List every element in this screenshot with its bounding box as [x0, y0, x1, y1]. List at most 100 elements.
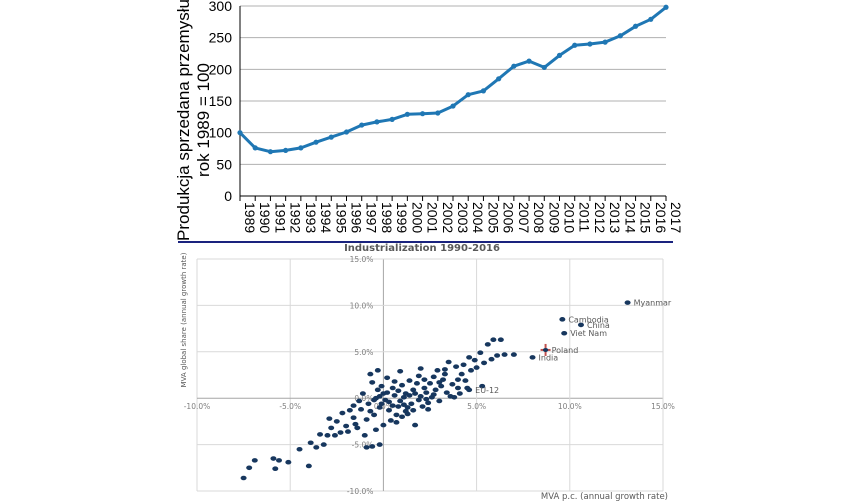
- x-tick-label: 2006: [501, 202, 517, 233]
- line-point: [556, 52, 563, 59]
- point-label: Cambodia: [568, 315, 609, 324]
- scatter-point: [331, 433, 338, 438]
- scatter-point: [410, 407, 417, 413]
- scatter-point: [251, 458, 258, 463]
- scatter-point: [246, 465, 253, 471]
- x-tick-label: 1998: [379, 202, 395, 233]
- scatter-point: [415, 397, 422, 403]
- scatter-x-tick-label: -10.0%: [184, 402, 211, 411]
- scatter-point: [427, 381, 433, 386]
- scatter-y-tick-label: -10.0%: [347, 487, 374, 496]
- x-tick-label: 1994: [318, 202, 334, 233]
- scatter-point: [430, 392, 437, 397]
- scatter-chart-gridlines: [196, 258, 664, 492]
- x-tick-label: 2011: [577, 202, 593, 232]
- scatter-point: [317, 432, 324, 437]
- scatter-point: [359, 391, 366, 396]
- point-label: Myanmar: [634, 299, 672, 308]
- scatter-point: [440, 377, 447, 382]
- scatter-point: [458, 371, 465, 377]
- scatter-point: [358, 407, 365, 412]
- scatter-point: [337, 430, 344, 435]
- line-point: [435, 110, 441, 116]
- scatter-point: [417, 366, 424, 371]
- x-tick-label: 2005: [485, 202, 501, 233]
- scatter-point: [363, 445, 370, 450]
- scatter-point: [449, 381, 456, 387]
- point-label: EU-12: [475, 386, 499, 395]
- scatter-point: [445, 359, 452, 365]
- line-chart-y-label: Produkcja sprzedana przemysłu rok 1989 =…: [174, 0, 213, 241]
- scatter-chart-title: Industrialization 1990-2016: [344, 243, 500, 254]
- scatter-point: [451, 394, 458, 400]
- line-point: [328, 134, 334, 140]
- scatter-point: [400, 394, 407, 400]
- scatter-point: [497, 337, 504, 343]
- line-point: [632, 23, 639, 29]
- scatter-point: [456, 391, 463, 396]
- scatter-point: [406, 393, 413, 398]
- scatter-point: [374, 387, 381, 393]
- y-label-line-1: Produkcja sprzedana przemysłu: [174, 0, 193, 241]
- scatter-point: [328, 425, 335, 431]
- scatter-point: [397, 368, 404, 374]
- scatter-point: [391, 393, 398, 398]
- x-tick-label: 1997: [364, 202, 380, 233]
- scatter-point: [350, 415, 357, 420]
- y-label-line-2: rok 1989 = 100: [194, 63, 213, 177]
- x-tick-label: 2008: [531, 202, 547, 233]
- scatter-point-labeled: [529, 355, 536, 360]
- scatter-point: [490, 337, 497, 343]
- scatter-point: [441, 371, 448, 377]
- scatter-point: [462, 378, 469, 383]
- x-tick-label: 2010: [562, 202, 578, 233]
- line-point: [298, 145, 304, 151]
- scatter-point: [393, 420, 400, 425]
- y-tick-label: 300: [209, 0, 233, 14]
- scatter-point: [367, 408, 374, 414]
- x-tick-label: 2013: [607, 202, 623, 233]
- scatter-point: [305, 463, 312, 469]
- scatter-point: [494, 353, 501, 358]
- scatter-point: [410, 387, 417, 393]
- scatter-point: [313, 445, 320, 450]
- scatter-point: [376, 442, 383, 447]
- scatter-point: [378, 401, 385, 407]
- scatter-point: [501, 352, 508, 357]
- line-chart-gridlines: [240, 5, 666, 197]
- scatter-point: [488, 356, 495, 362]
- line-point: [648, 16, 654, 22]
- x-tick-label: 2007: [516, 202, 532, 233]
- x-tick-label: 2002: [440, 202, 456, 233]
- scatter-x-tick-label: 5.0%: [467, 402, 486, 411]
- point-label: Viet Nam: [570, 329, 607, 338]
- scatter-point: [376, 405, 383, 410]
- scatter-point: [430, 374, 437, 380]
- scatter-point: [421, 377, 428, 382]
- scatter-point: [367, 371, 374, 377]
- scatter-y-tick-label: 15.0%: [350, 255, 374, 264]
- scatter-point: [326, 416, 333, 421]
- x-tick-label: 1995: [333, 202, 349, 233]
- scatter-point: [397, 398, 404, 404]
- line-point: [541, 64, 547, 71]
- scatter-point: [369, 444, 376, 449]
- scatter-point: [391, 379, 398, 384]
- scatter-y-tick-label: 5.0%: [354, 348, 373, 357]
- scatter-point: [412, 422, 419, 428]
- scatter-chart-ticks: -10.0% -10.0% -5.0% -5.0% 0.0%0.0% 5.0% 5.0% 10…: [184, 255, 675, 496]
- scatter-point: [453, 364, 460, 369]
- x-tick-label: 2012: [592, 202, 608, 233]
- scatter-point: [479, 383, 486, 389]
- y-tick-label: 0: [224, 188, 232, 204]
- scatter-point: [333, 419, 340, 424]
- scatter-point-labeled: [559, 317, 566, 322]
- scatter-point: [438, 383, 445, 389]
- scatter-point: [399, 382, 406, 388]
- line-point: [343, 129, 350, 135]
- scatter-point: [344, 429, 351, 434]
- line-point: [526, 58, 532, 64]
- scatter-point: [389, 385, 396, 391]
- point-label: China: [587, 321, 610, 330]
